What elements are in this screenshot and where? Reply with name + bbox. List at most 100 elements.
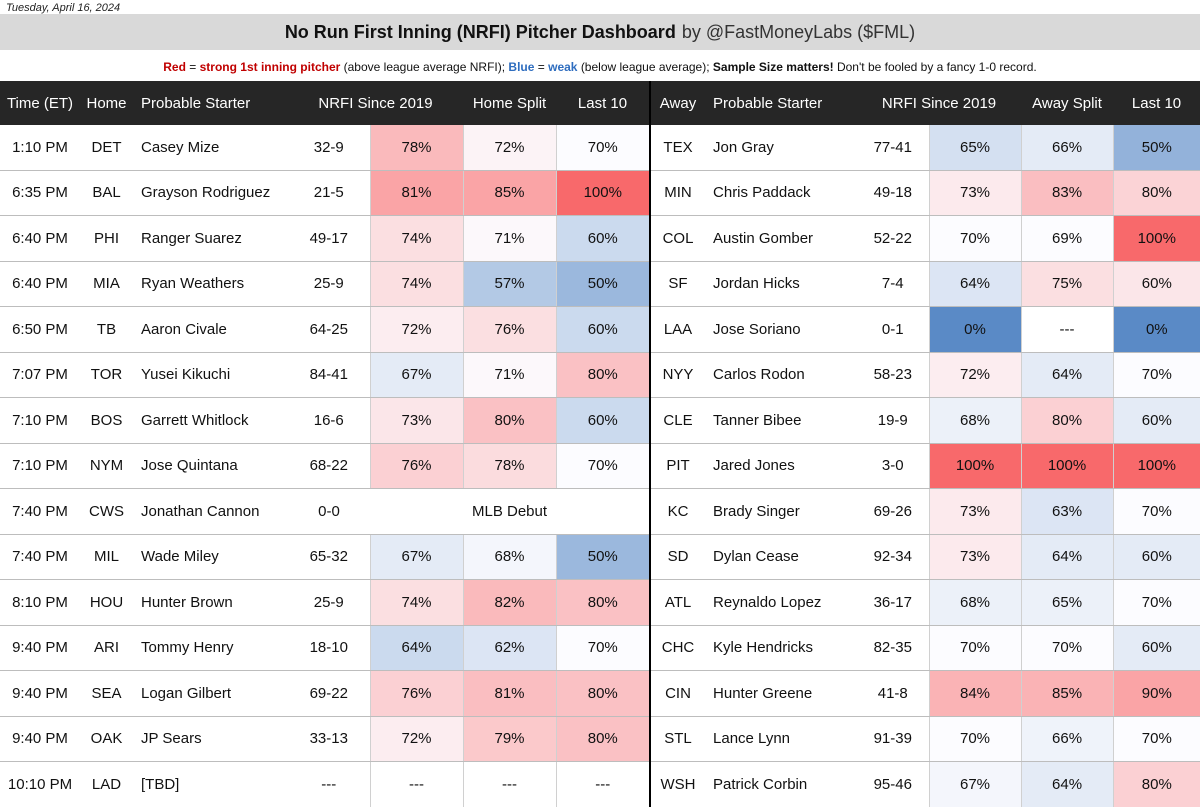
- home-last10: 80%: [555, 352, 652, 398]
- game-time: 9:40 PM: [0, 670, 80, 717]
- table-row: 6:50 PM TB Aaron Civale 64-25 72% 76% 60% LAA Jo…: [0, 306, 1200, 353]
- table-row: 7:10 PM NYM Jose Quintana 68-22 76% 78% 70% PIT…: [0, 443, 1200, 489]
- legend-sample-note: Don't be fooled by a fancy 1-0 record.: [836, 60, 1037, 74]
- away-last10: 0%: [1112, 306, 1200, 353]
- away-last10: 60%: [1112, 397, 1200, 444]
- home-nrfi-record: 65-32: [288, 534, 370, 580]
- home-starter: Jonathan Cannon: [133, 488, 288, 535]
- col-away-starter: Probable Starter: [705, 81, 858, 125]
- title-banner: No Run First Inning (NRFI) Pitcher Dashb…: [0, 14, 1200, 50]
- home-team: MIA: [80, 261, 133, 307]
- home-last10: 70%: [555, 125, 652, 171]
- home-split: 62%: [462, 625, 557, 671]
- col-home-split: Home Split: [463, 81, 557, 125]
- table-row: 7:40 PM MIL Wade Miley 65-32 67% 68% 50% SD Dyla…: [0, 534, 1200, 580]
- home-nrfi-record: 68-22: [288, 443, 370, 489]
- away-nrfi-record: 49-18: [857, 170, 930, 216]
- away-nrfi-pct: 84%: [928, 670, 1022, 717]
- away-nrfi-pct: 68%: [928, 397, 1022, 444]
- away-starter: Lance Lynn: [705, 716, 858, 762]
- away-last10: 60%: [1112, 261, 1200, 307]
- away-starter: Jared Jones: [705, 443, 858, 489]
- home-last10: 70%: [555, 625, 652, 671]
- away-nrfi-record: 69-26: [857, 488, 930, 535]
- game-time: 6:40 PM: [0, 261, 80, 307]
- away-team: CLE: [650, 397, 706, 444]
- away-nrfi-pct: 73%: [928, 488, 1022, 535]
- home-split: 80%: [462, 397, 557, 444]
- legend-blue-text: weak: [548, 60, 578, 74]
- away-split: 70%: [1020, 625, 1114, 671]
- away-last10: 100%: [1112, 215, 1200, 262]
- home-split: ---: [462, 761, 557, 807]
- home-team: LAD: [91, 775, 122, 793]
- legend-blue-word: Blue: [508, 60, 535, 74]
- away-nrfi-pct: 73%: [928, 534, 1022, 580]
- away-nrfi-pct: 68%: [928, 579, 1022, 626]
- away-nrfi-pct: 72%: [928, 352, 1022, 398]
- home-nrfi-pct: 64%: [369, 625, 464, 671]
- home-starter: Garrett Whitlock: [133, 397, 288, 444]
- away-nrfi-pct: 73%: [928, 170, 1022, 216]
- away-nrfi-record: 7-4: [857, 261, 930, 307]
- game-time: 6:35 PM: [0, 170, 80, 216]
- home-nrfi-pct: ---: [369, 761, 464, 807]
- game-time: 7:10 PM: [0, 397, 80, 444]
- away-starter: Jose Soriano: [705, 306, 858, 353]
- away-nrfi-record: 3-0: [857, 443, 930, 489]
- table-header-row: Time (ET) Home Probable Starter NRFI Sin…: [0, 81, 1200, 125]
- away-last10: 80%: [1112, 170, 1200, 216]
- home-nrfi-record: 33-13: [288, 716, 370, 762]
- game-time: 7:07 PM: [0, 352, 80, 398]
- home-nrfi-record: 84-41: [288, 352, 370, 398]
- away-team: SF: [650, 261, 706, 307]
- home-team: SEA: [80, 670, 133, 717]
- home-last10: 50%: [555, 261, 652, 307]
- away-team: MIN: [650, 170, 706, 216]
- table-row: 9:40 PM OAK JP Sears 33-13 72% 79% 80% STL Lance…: [0, 716, 1200, 762]
- away-nrfi-record: 41-8: [857, 670, 930, 717]
- table-row: 1:10 PM DET Casey Mize 32-9 78% 72% 70% TEX Jon …: [0, 125, 1200, 171]
- table-row: 9:40 PM SEA Logan Gilbert 69-22 76% 81% 80% CIN…: [0, 670, 1200, 717]
- home-team: BOS: [80, 397, 133, 444]
- away-split: 66%: [1020, 125, 1114, 171]
- away-starter: Reynaldo Lopez: [705, 579, 858, 626]
- byline: by @FastMoneyLabs ($FML): [681, 21, 916, 42]
- away-split: 100%: [1020, 443, 1114, 489]
- away-nrfi-record: 92-34: [857, 534, 930, 580]
- away-split: 64%: [1020, 761, 1114, 807]
- home-split: 85%: [462, 170, 557, 216]
- away-nrfi-record: 36-17: [857, 579, 930, 626]
- away-split: 75%: [1020, 261, 1114, 307]
- away-last10: 60%: [1112, 625, 1200, 671]
- away-split: 64%: [1020, 352, 1114, 398]
- game-time: 7:40 PM: [0, 488, 80, 535]
- home-team: MIL: [80, 534, 133, 580]
- home-nrfi-pct: 72%: [369, 306, 464, 353]
- legend-blue-note: (below league average);: [580, 60, 710, 74]
- home-nrfi-record: 25-9: [288, 579, 370, 626]
- home-nrfi-pct: 67%: [369, 534, 464, 580]
- home-nrfi-pct: 76%: [369, 443, 464, 489]
- away-split: 80%: [1020, 397, 1114, 444]
- home-split: 76%: [462, 306, 557, 353]
- home-nrfi-record: 16-6: [288, 397, 370, 444]
- away-last10: 70%: [1112, 579, 1200, 626]
- col-home-starter: Probable Starter: [133, 81, 288, 125]
- home-starter: Ranger Suarez: [133, 215, 288, 262]
- away-team: ATL: [650, 579, 706, 626]
- home-nrfi-record: 64-25: [288, 306, 370, 353]
- col-away: Away: [650, 81, 706, 125]
- game-time: 7:40 PM: [0, 534, 80, 580]
- home-nrfi-record: 25-9: [288, 261, 370, 307]
- away-split: 65%: [1020, 579, 1114, 626]
- home-nrfi-pct: 74%: [369, 261, 464, 307]
- home-team: ARI: [80, 625, 133, 671]
- home-team: DET: [80, 125, 133, 171]
- home-nrfi-pct: 76%: [369, 670, 464, 717]
- col-away-last10: Last 10: [1113, 81, 1200, 125]
- away-last10: 100%: [1112, 443, 1200, 489]
- home-split: 72%: [462, 125, 557, 171]
- away-split: 85%: [1020, 670, 1114, 717]
- col-home-last10: Last 10: [556, 81, 652, 125]
